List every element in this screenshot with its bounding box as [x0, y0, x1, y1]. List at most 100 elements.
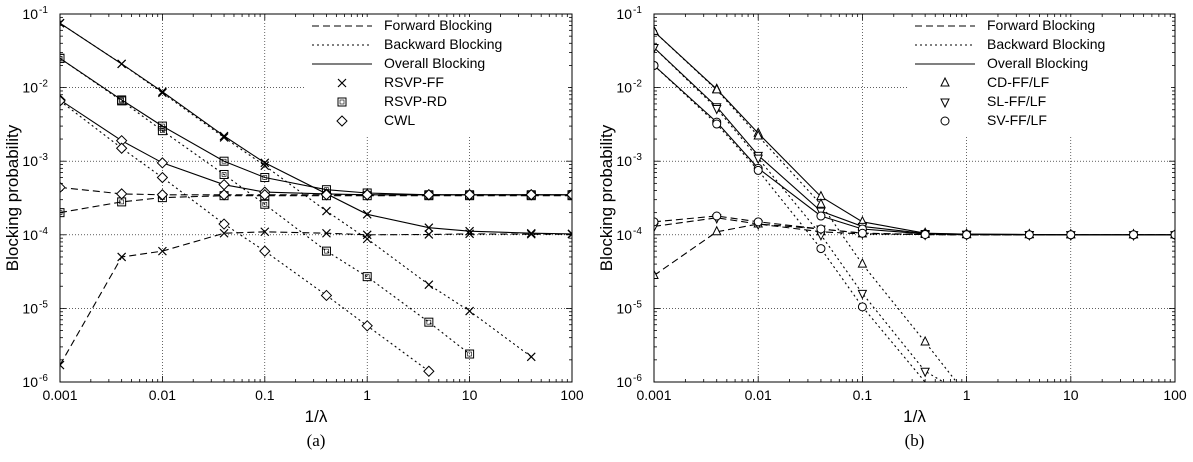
y-tick-exponent: -3 [39, 152, 48, 163]
legend-marker-swatch [940, 98, 950, 109]
x-tick-label: 10 [1063, 387, 1079, 403]
y-tick-exponent: -4 [633, 226, 642, 237]
legend-marker-swatch [940, 116, 950, 126]
legend-label: Backward Blocking [384, 36, 502, 52]
data-point-cwl-backward [60, 95, 66, 107]
legend-item-1: Backward Blocking [915, 36, 1105, 52]
data-point-sl-ff-lf-backward [857, 289, 868, 300]
x-tick-label: 0.001 [636, 387, 671, 403]
data-point-rsvp-ff-forward [362, 230, 372, 240]
legend-marker-swatch [940, 76, 950, 87]
legend-item-2: Overall Blocking [312, 55, 485, 71]
data-point-cwl-backward [259, 245, 271, 257]
legend-label: RSVP-FF [384, 74, 444, 90]
data-point-rsvp-rd-backward [465, 349, 475, 359]
data-point-sv-ff-lf-forward [753, 217, 763, 227]
legend-label: Overall Blocking [987, 55, 1088, 71]
x-tick-label: 1 [963, 387, 971, 403]
series-sv-ff-lf-backward [654, 60, 926, 382]
data-point-rsvp-ff-forward [157, 246, 167, 256]
data-point-sv-ff-lf-backward [654, 60, 659, 70]
data-point-sv-ff-lf-forward [1170, 230, 1175, 240]
data-point-rsvp-ff-overall [424, 223, 434, 233]
y-tick-exponent: -1 [633, 5, 642, 16]
x-axis-title: 1/λ [305, 407, 328, 426]
data-point-rsvp-ff-backward [465, 306, 475, 316]
data-point-rsvp-ff-backward [117, 59, 127, 69]
data-point-sv-ff-lf-forward [816, 224, 826, 234]
x-tick-label: 10 [462, 387, 478, 403]
y-tick-exponent: -6 [633, 373, 642, 384]
data-point-rsvp-ff-overall [260, 158, 270, 168]
data-point-rsvp-ff-backward [219, 133, 229, 142]
data-point-cwl-forward [156, 189, 169, 201]
y-tick-label: 10 [22, 374, 38, 390]
legend-marker-swatch [336, 115, 348, 127]
grid [654, 14, 1175, 382]
series-rsvp-ff-backward [60, 18, 536, 362]
y-tick-label: 10 [22, 80, 38, 96]
data-point-rsvp-ff-backward [260, 161, 270, 171]
data-point-sl-ff-lf-backward [654, 44, 659, 54]
data-point-cwl-backward [423, 365, 435, 377]
data-point-cd-ff-lf-backward [857, 257, 868, 268]
data-point-rsvp-rd-overall [260, 173, 270, 183]
data-point-rsvp-rd-backward [157, 126, 167, 136]
legend-item-0: Forward Blocking [915, 17, 1095, 33]
legend-item-4: SL-FF/LF [940, 93, 1046, 109]
series-cd-ff-lf-backward [654, 25, 957, 382]
y-tick-label: 10 [616, 153, 632, 169]
data-point-cd-ff-lf-backward [920, 335, 930, 346]
legend-label: Forward Blocking [384, 17, 492, 33]
data-point-rsvp-ff-forward [526, 229, 536, 239]
data-point-sl-ff-lf-backward [920, 367, 930, 378]
x-tick-label: 0.01 [149, 387, 176, 403]
data-point-sv-ff-lf-backward [857, 302, 867, 312]
data-point-rsvp-rd-backward [424, 317, 434, 327]
data-point-rsvp-ff-forward [567, 229, 572, 239]
legend-item-0: Forward Blocking [312, 17, 492, 33]
data-point-sv-ff-lf-forward [1024, 230, 1034, 240]
x-tick-label: 0.1 [853, 387, 873, 403]
data-point-cwl-backward [320, 289, 333, 302]
legend-item-5: SV-FF/LF [940, 112, 1047, 128]
legend-label: Forward Blocking [987, 17, 1095, 33]
series-line-rsvp-rd-backward [60, 57, 470, 355]
chart-panel-0: 0.001 0.01 0.1 1 10 10010-610-510-410-310-210… [3, 5, 584, 450]
legend-label: Overall Blocking [384, 55, 485, 71]
data-point-cd-ff-lf-backward [753, 129, 764, 140]
axes-frame [59, 13, 573, 383]
data-point-cwl-forward [361, 189, 373, 201]
legend-item-1: Backward Blocking [312, 36, 502, 52]
legend-item-5: CWL [336, 112, 415, 128]
data-point-rsvp-rd-backward [219, 169, 229, 179]
data-point-sv-ff-lf-overall [816, 211, 826, 221]
data-point-rsvp-ff-overall [526, 228, 536, 238]
legend-label: SL-FF/LF [987, 93, 1046, 109]
data-point-sv-ff-lf-backward [816, 244, 826, 254]
data-point-rsvp-ff-backward [526, 352, 536, 362]
data-point-rsvp-rd-backward [117, 96, 127, 106]
series-line-rsvp-ff-overall [60, 22, 572, 235]
data-point-cwl-backward [115, 142, 128, 154]
data-point-sv-ff-lf-forward [857, 228, 867, 238]
data-point-cwl-forward [320, 189, 333, 201]
x-tick-label: 0.01 [745, 387, 772, 403]
data-point-rsvp-ff-backward [322, 206, 331, 216]
y-tick-exponent: -3 [633, 152, 642, 163]
panel-label: (b) [905, 431, 925, 450]
y-tick-exponent: -5 [39, 299, 48, 310]
data-point-sv-ff-lf-forward [920, 229, 930, 239]
data-point-rsvp-rd-backward [362, 272, 372, 282]
data-point-sv-ff-lf-forward [962, 230, 972, 240]
legend-item-3: CD-FF/LF [940, 74, 1049, 90]
data-point-cd-ff-lf-forward [711, 225, 722, 236]
data-point-rsvp-ff-forward [219, 228, 229, 238]
data-point-rsvp-ff-backward [362, 234, 372, 244]
y-tick-label: 10 [616, 374, 632, 390]
y-tick-label: 10 [616, 227, 632, 243]
data-point-rsvp-ff-backward [424, 280, 434, 290]
data-point-sv-ff-lf-forward [1066, 230, 1076, 240]
legend-label: CWL [384, 112, 415, 128]
x-tick-label: 0.1 [255, 387, 275, 403]
